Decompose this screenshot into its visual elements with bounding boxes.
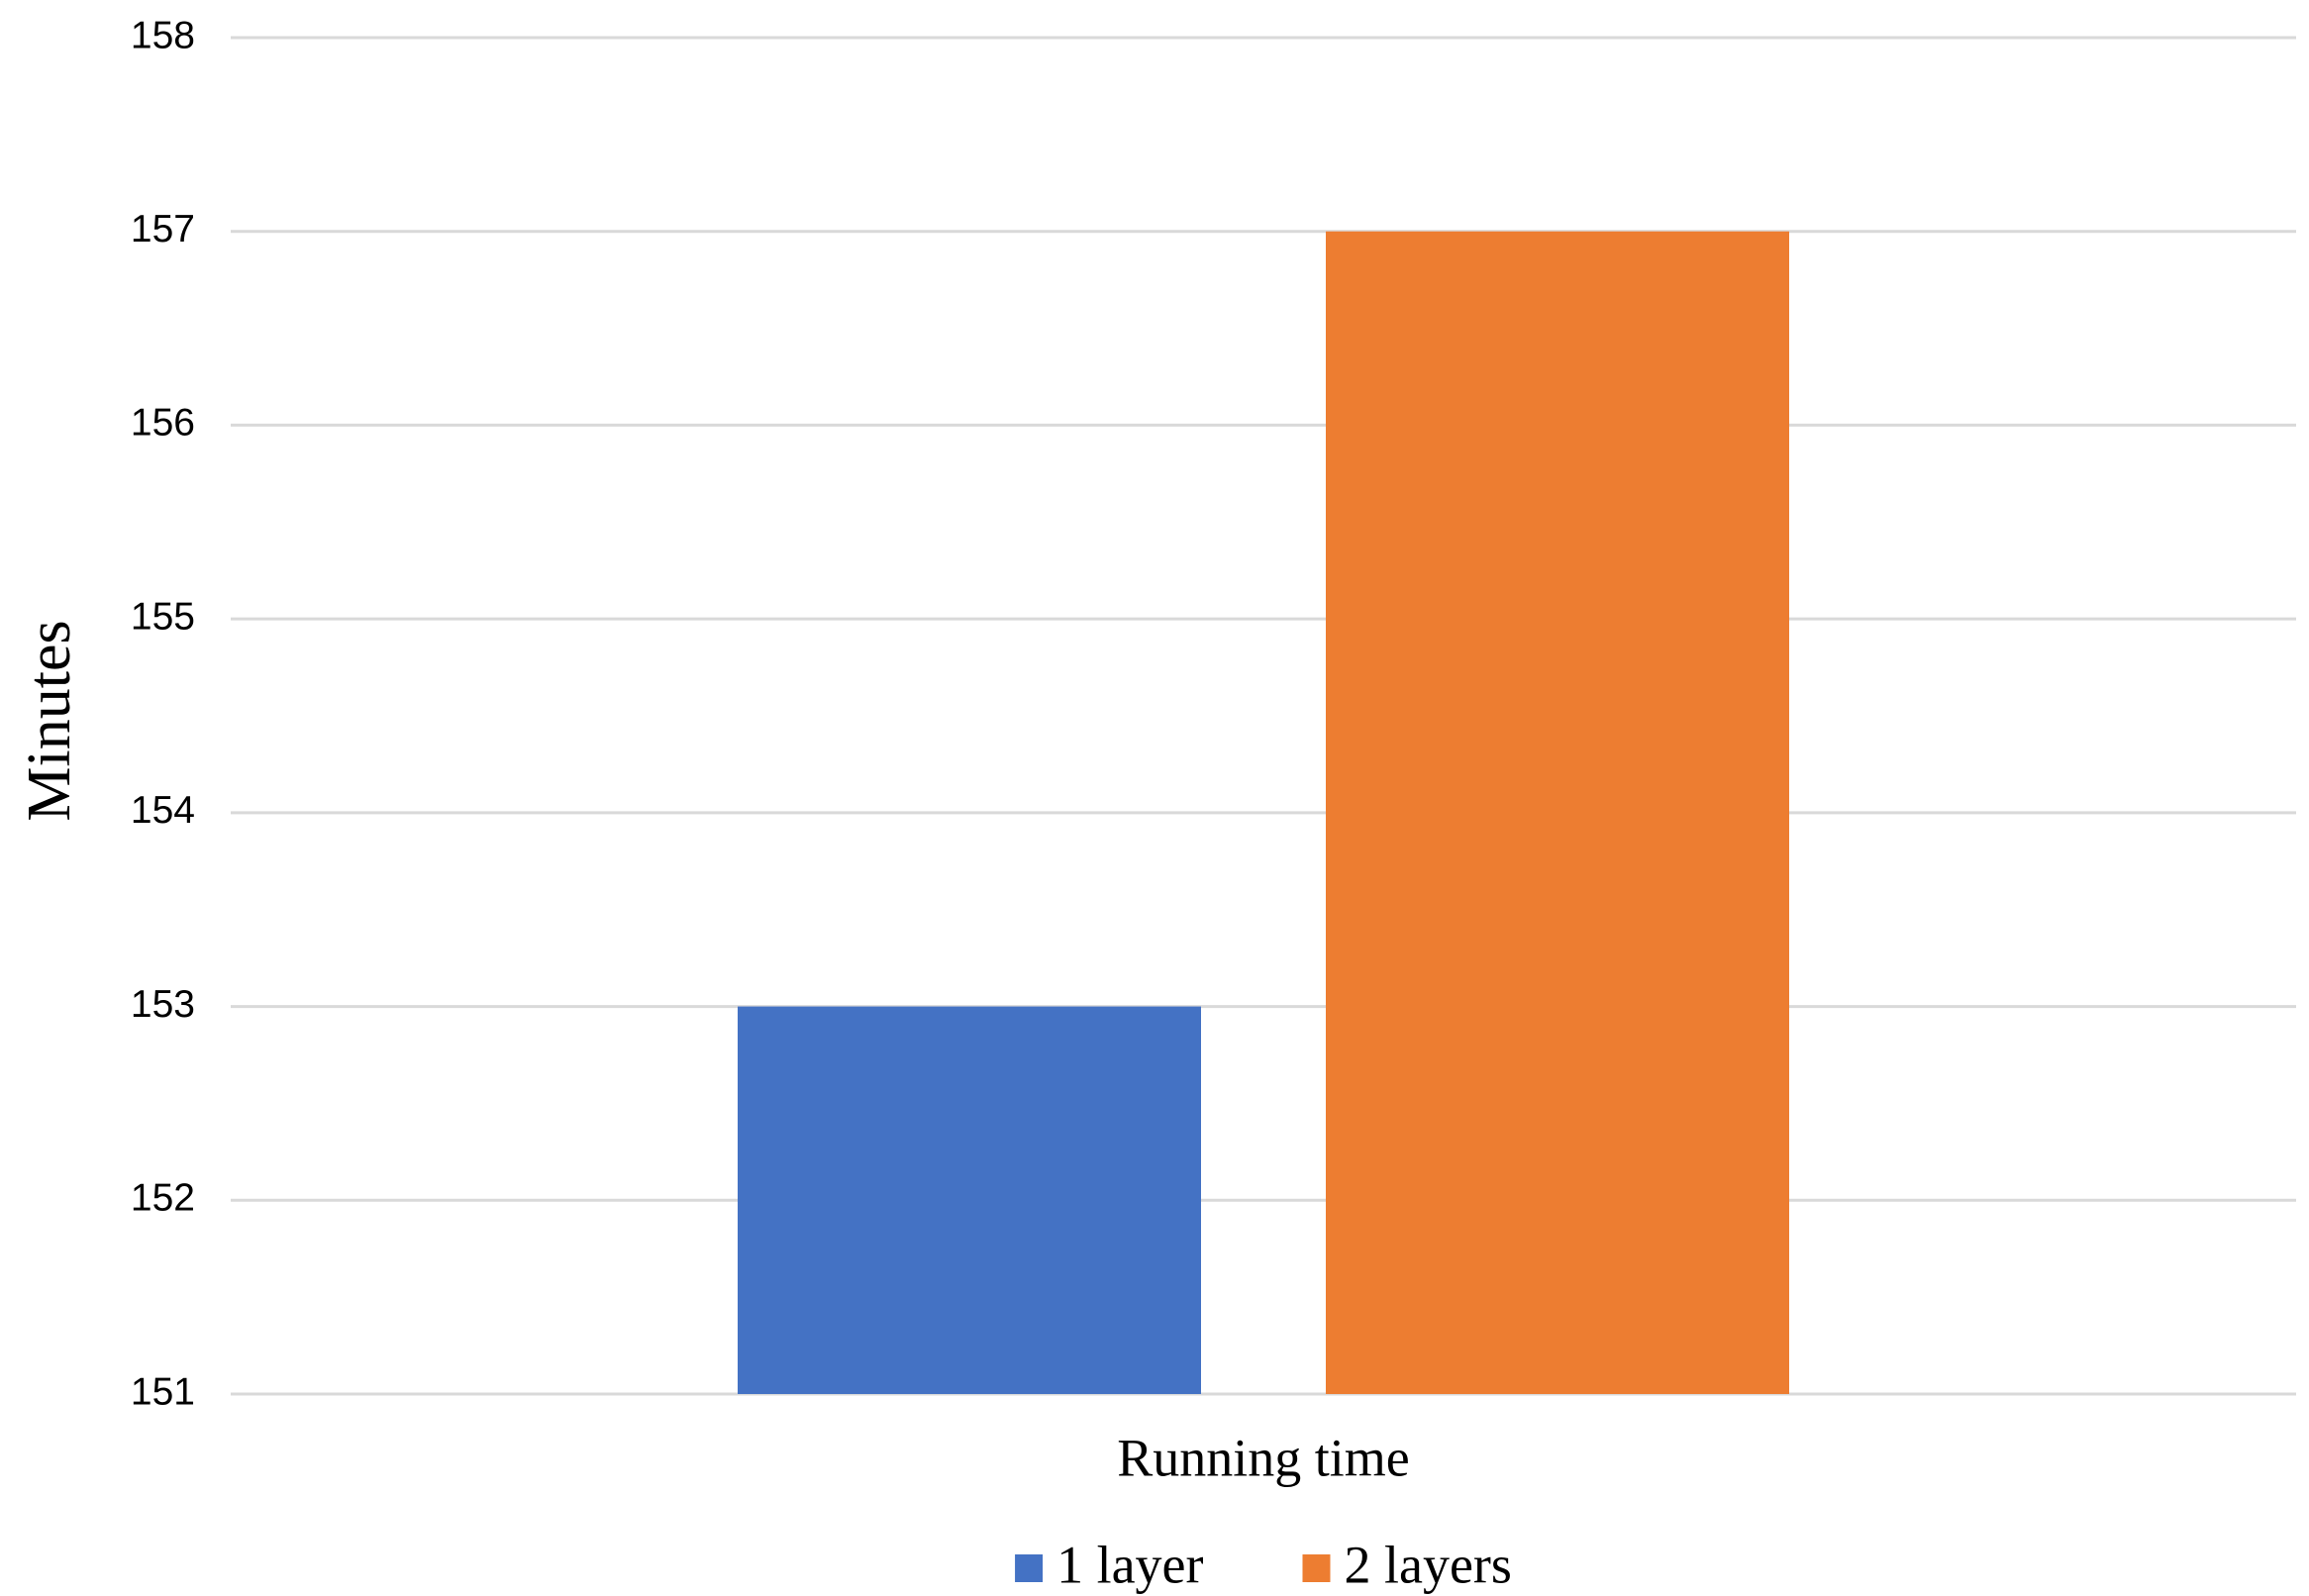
y-tick-label: 158 [131,14,195,56]
y-tick-label: 157 [131,208,195,250]
y-tick-label: 156 [131,402,195,445]
y-tick-label: 153 [131,983,195,1026]
legend-swatch [1302,1554,1331,1582]
y-tick-label: 152 [131,1177,195,1220]
legend-label: 2 layers [1344,1535,1511,1594]
bar [1326,231,1789,1395]
x-tick-label: Running time [1117,1428,1410,1487]
y-tick-label: 155 [131,595,195,638]
legend-label: 1 layer [1056,1535,1203,1594]
bar [738,1006,1201,1394]
y-tick-label: 154 [131,789,195,832]
y-tick-label: 151 [131,1370,195,1413]
legend-swatch [1015,1554,1044,1582]
y-axis-label: Minutes [16,620,83,821]
